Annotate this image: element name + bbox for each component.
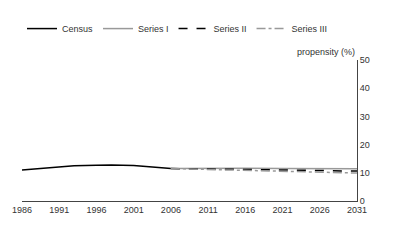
svg-text:2006: 2006 (161, 205, 181, 215)
svg-text:Series III: Series III (292, 24, 328, 34)
svg-text:2031: 2031 (347, 205, 367, 215)
svg-text:2016: 2016 (235, 205, 255, 215)
svg-text:1991: 1991 (49, 205, 69, 215)
svg-text:1996: 1996 (86, 205, 106, 215)
svg-text:2001: 2001 (124, 205, 144, 215)
svg-text:Series I: Series I (138, 24, 169, 34)
svg-text:2021: 2021 (273, 205, 293, 215)
svg-text:40: 40 (360, 83, 370, 93)
svg-text:2026: 2026 (310, 205, 330, 215)
svg-text:20: 20 (360, 140, 370, 150)
svg-text:0: 0 (360, 196, 365, 206)
svg-text:2011: 2011 (198, 205, 217, 215)
svg-text:Census: Census (62, 24, 93, 34)
svg-text:Series II: Series II (214, 24, 247, 34)
svg-text:50: 50 (360, 55, 370, 65)
svg-text:propensity (%): propensity (%) (297, 47, 355, 57)
svg-text:10: 10 (360, 168, 370, 178)
svg-text:30: 30 (360, 112, 370, 122)
svg-text:1986: 1986 (12, 205, 32, 215)
